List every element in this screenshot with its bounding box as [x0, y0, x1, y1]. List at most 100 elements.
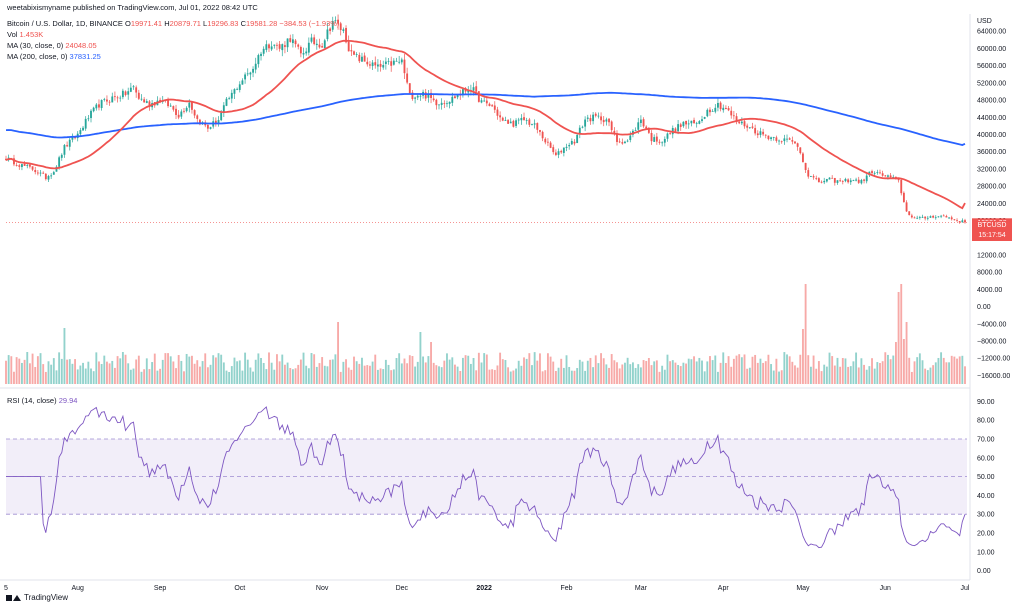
- candle-body: [523, 117, 525, 120]
- volume-bar: [520, 365, 523, 384]
- volume-bar: [175, 368, 177, 384]
- volume-bar: [732, 358, 735, 384]
- candle-body: [355, 54, 358, 55]
- candle-body: [395, 60, 398, 62]
- candle-body: [539, 130, 541, 132]
- volume-bar: [366, 365, 369, 384]
- candle-body: [188, 102, 191, 108]
- candle-body: [337, 19, 339, 24]
- candle-body: [58, 157, 61, 167]
- candle-body: [892, 176, 895, 178]
- volume-bar: [608, 367, 610, 384]
- volume-bar: [937, 357, 940, 384]
- volume-bar: [804, 284, 807, 384]
- volume-bar: [44, 371, 47, 384]
- time-tick-label: Jul: [961, 585, 970, 592]
- price-tick-label: 48000.00: [977, 98, 1006, 105]
- volume-bar: [871, 358, 873, 384]
- candle-body: [581, 126, 584, 128]
- volume-bar: [294, 368, 297, 384]
- candle-body: [908, 211, 911, 216]
- candle-body: [299, 46, 302, 54]
- candle-body: [940, 215, 943, 217]
- legend-ma30-value: 24048.05: [65, 41, 97, 50]
- candle-body: [353, 51, 355, 55]
- candle-body: [743, 121, 746, 127]
- volume-bar: [717, 371, 719, 384]
- volume-bar: [127, 363, 130, 384]
- volume-bar: [756, 362, 759, 384]
- volume-bar: [624, 362, 626, 384]
- volume-bar: [169, 356, 172, 384]
- candle-body: [84, 118, 87, 129]
- volume-bar: [408, 355, 411, 384]
- candle-body: [887, 175, 889, 177]
- candle-body: [809, 176, 812, 177]
- volume-bar: [663, 369, 666, 384]
- candle-body: [740, 121, 743, 124]
- candle-body: [841, 181, 844, 183]
- candle-body: [634, 130, 637, 131]
- volume-bar: [13, 371, 15, 384]
- volume-bar: [902, 339, 905, 384]
- volume-bar: [786, 354, 788, 384]
- volume-bar: [610, 354, 613, 384]
- candle-body: [507, 120, 510, 124]
- candle-body: [509, 121, 512, 124]
- volume-bar: [398, 353, 401, 384]
- volume-bar: [825, 366, 828, 384]
- candles[interactable]: [5, 14, 969, 224]
- volume-bar: [860, 358, 863, 384]
- volume-bar: [220, 354, 223, 384]
- volume-bar: [31, 353, 34, 384]
- candle-body: [871, 171, 873, 174]
- candle-body: [897, 178, 900, 181]
- candle-body: [576, 134, 579, 144]
- candle-body: [185, 107, 188, 112]
- candle-body: [60, 154, 63, 158]
- volume-bar: [151, 362, 154, 384]
- volume-bar: [940, 352, 943, 384]
- candle-body: [358, 54, 361, 62]
- volume-bar: [501, 359, 504, 384]
- volume-bar: [504, 360, 507, 384]
- volume-bar: [121, 352, 124, 384]
- candle-body: [249, 72, 252, 75]
- price-tick-label: 0.00: [977, 304, 991, 311]
- volume-bar: [321, 357, 324, 384]
- candle-body: [238, 84, 241, 90]
- volume-bar: [342, 361, 345, 384]
- volume-bar: [491, 369, 494, 384]
- volume-bar: [5, 360, 7, 384]
- volume-bar: [921, 360, 924, 384]
- candle-body: [738, 121, 741, 124]
- volume-bar: [528, 353, 531, 384]
- volume-bar: [116, 356, 119, 384]
- volume-bar: [570, 370, 573, 384]
- candle-body: [756, 133, 759, 136]
- candle-body: [52, 172, 55, 175]
- volume-bar: [403, 358, 406, 384]
- candle-body: [451, 96, 454, 103]
- candle-body: [169, 105, 172, 107]
- candle-body: [472, 87, 475, 91]
- volume-bar: [440, 367, 443, 384]
- candle-body: [578, 127, 581, 135]
- candle-body: [934, 217, 937, 219]
- volume-bar: [483, 353, 486, 384]
- volume-bar: [467, 355, 470, 384]
- volume-bar: [47, 361, 50, 384]
- volume-bar: [703, 371, 706, 384]
- volume-bar: [719, 362, 722, 384]
- volume-bar: [345, 359, 347, 384]
- rsi-tick-label: 40.00: [977, 493, 995, 500]
- tradingview-logo[interactable]: TradingView: [6, 593, 68, 602]
- candle-body: [836, 180, 839, 183]
- volume-bar: [809, 366, 812, 384]
- volume-bar: [262, 362, 265, 384]
- candle-body: [804, 162, 807, 170]
- volume-bar: [185, 353, 188, 384]
- volume-bar: [493, 369, 496, 384]
- volume-bar: [260, 357, 262, 384]
- candle-body: [719, 102, 722, 110]
